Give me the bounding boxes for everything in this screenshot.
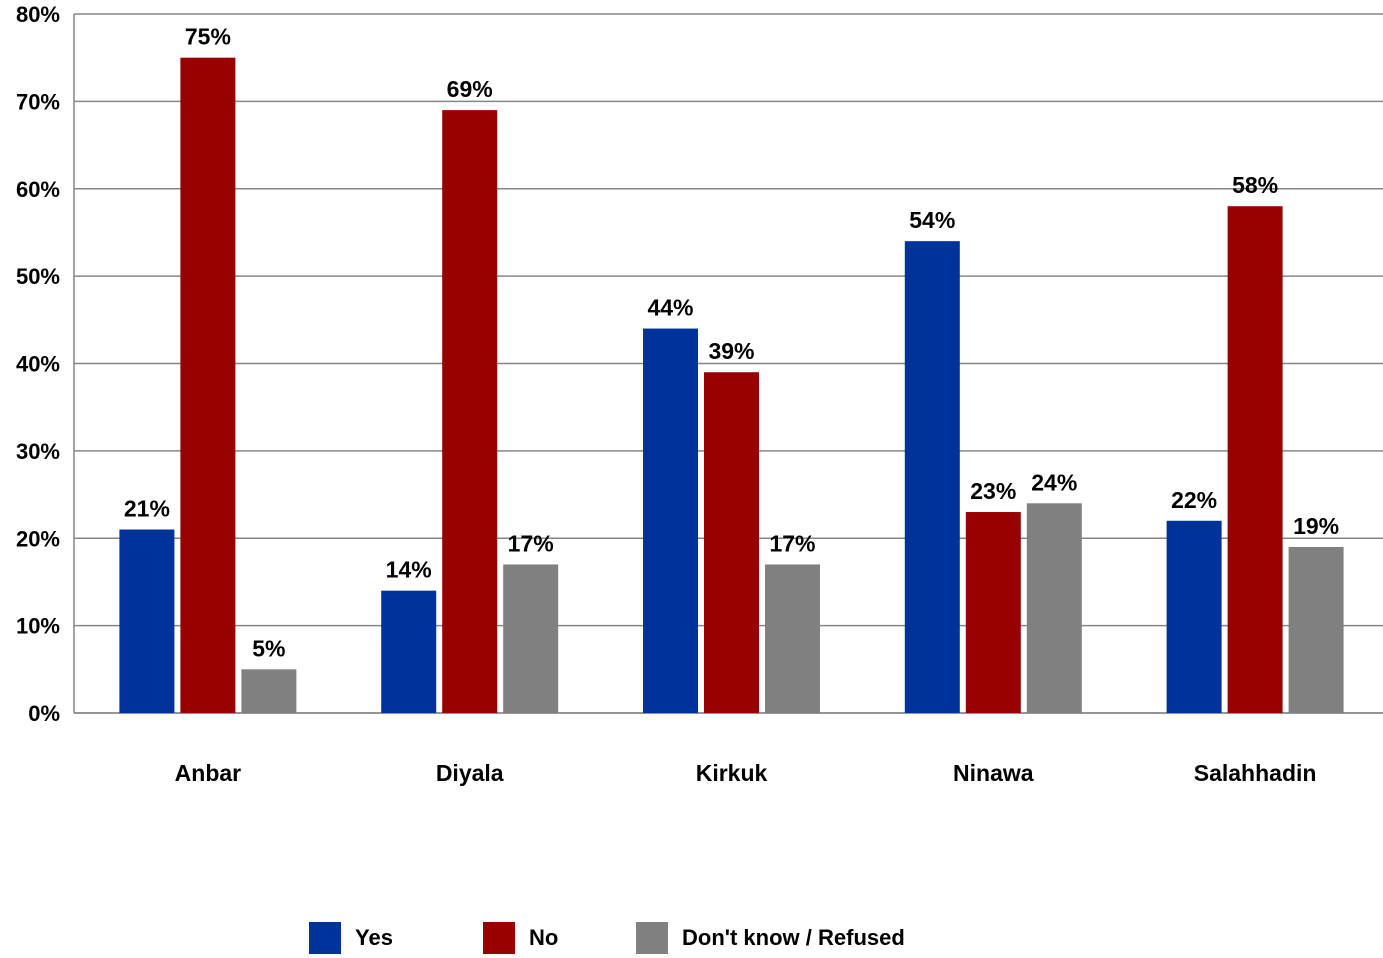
category-label: Ninawa — [953, 760, 1034, 786]
bar-no — [442, 110, 498, 714]
data-label-don-t-know-refused: 17% — [769, 530, 815, 556]
bar-no — [704, 372, 759, 713]
bar-don-t-know-refused — [765, 564, 820, 713]
data-label-yes: 54% — [909, 207, 955, 233]
legend-swatch-yes — [309, 922, 341, 954]
y-tick-label: 0% — [28, 701, 60, 726]
data-label-no: 75% — [185, 24, 231, 50]
bar-no — [1227, 206, 1283, 713]
legend-swatch-no — [483, 922, 515, 954]
category-label: Kirkuk — [696, 760, 768, 786]
data-label-yes: 44% — [647, 295, 693, 321]
y-tick-label: 50% — [16, 264, 60, 289]
bar-yes — [119, 529, 175, 713]
data-label-don-t-know-refused: 19% — [1293, 513, 1339, 539]
bar-don-t-know-refused — [241, 669, 297, 713]
bar-yes — [381, 590, 437, 713]
bar-yes — [904, 241, 960, 714]
data-label-don-t-know-refused: 5% — [252, 635, 285, 661]
y-tick-label: 80% — [16, 2, 60, 27]
data-label-don-t-know-refused: 17% — [508, 530, 554, 556]
bar-no — [180, 57, 236, 713]
y-tick-label: 30% — [16, 439, 60, 464]
legend-item-yes: Yes — [309, 922, 393, 954]
legend-label-no: No — [529, 925, 559, 950]
legend: Yes No Don't know / Refused — [0, 922, 1383, 958]
bar-don-t-know-refused — [1288, 546, 1344, 713]
data-label-don-t-know-refused: 24% — [1031, 469, 1077, 495]
data-label-no: 58% — [1232, 172, 1278, 198]
legend-swatch-dont-know — [636, 922, 668, 954]
bar-yes — [1166, 520, 1222, 713]
category-label: Salahhadin — [1194, 760, 1317, 786]
legend-label-dont-know: Don't know / Refused — [682, 925, 905, 950]
y-tick-label: 20% — [16, 526, 60, 551]
y-tick-label: 10% — [16, 614, 60, 639]
y-tick-label: 60% — [16, 177, 60, 202]
bar-don-t-know-refused — [503, 564, 559, 713]
legend-item-no: No — [483, 922, 558, 954]
bar-yes — [643, 328, 698, 713]
y-tick-label: 40% — [16, 352, 60, 377]
legend-label-yes: Yes — [355, 925, 393, 950]
bar-no — [965, 512, 1021, 713]
y-tick-label: 70% — [16, 89, 60, 114]
data-label-yes: 21% — [124, 496, 170, 522]
category-label: Anbar — [175, 760, 242, 786]
category-label: Diyala — [436, 760, 504, 786]
bar-don-t-know-refused — [1026, 503, 1082, 713]
data-label-yes: 22% — [1171, 487, 1217, 513]
data-label-no: 23% — [970, 478, 1016, 504]
legend-item-dont-know: Don't know / Refused — [636, 922, 905, 954]
data-label-no: 69% — [447, 76, 493, 102]
data-label-no: 39% — [708, 338, 754, 364]
data-label-yes: 14% — [386, 557, 432, 583]
bar-chart: 0% 10% 20% 30% 40% 50% 60% 70% 80% 21% 75% 5% Anbar 1… — [16, 2, 1383, 786]
